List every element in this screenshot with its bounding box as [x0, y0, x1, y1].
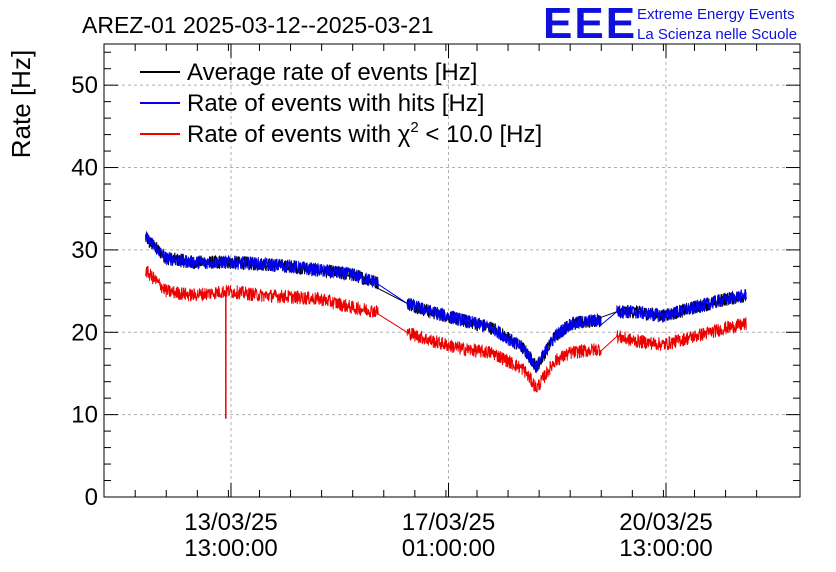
axis-ticks: [104, 44, 800, 498]
y-axis-label: Rate [Hz]: [6, 50, 36, 158]
x-tick-labels: 13/03/2513:00:0017/03/2501:00:0020/03/25…: [184, 509, 712, 562]
data-layer: [145, 231, 747, 419]
gridlines: [104, 44, 800, 497]
x-tick-label-time: 13:00:00: [184, 535, 277, 562]
y-tick-label: 50: [71, 72, 98, 99]
x-tick-label-date: 20/03/25: [619, 509, 712, 536]
y-tick-label: 30: [71, 237, 98, 264]
y-tick-label: 0: [85, 484, 98, 511]
x-tick-label-date: 17/03/25: [402, 509, 495, 536]
x-tick-label-time: 01:00:00: [402, 535, 495, 562]
chart-title: AREZ-01 2025-03-12--2025-03-21: [82, 12, 434, 38]
logo-line-1: Extreme Energy Events: [637, 6, 795, 23]
y-tick-label: 10: [71, 402, 98, 429]
series-line-3: [145, 265, 747, 393]
legend-label-3: Rate of events with χ2 < 10.0 [Hz]: [187, 119, 542, 148]
legend-label-1: Average rate of events [Hz]: [187, 59, 477, 86]
x-tick-label-date: 13/03/25: [184, 509, 277, 536]
plot-frame: [103, 43, 801, 498]
series-line-2: [145, 232, 747, 374]
legend-label-2: Rate of events with hits [Hz]: [187, 90, 484, 117]
x-tick-label-time: 13:00:00: [619, 535, 712, 562]
y-tick-labels: 0 10 20 30 40 50: [71, 72, 98, 511]
logo-mark: EEE: [543, 0, 637, 48]
y-tick-label: 20: [71, 319, 98, 346]
legend: Average rate of events [Hz] Rate of event…: [140, 59, 542, 148]
logo-line-2: La Scienza nelle Scuole: [637, 26, 797, 43]
eee-logo: EEE Extreme Energy Events La Scienza nelle…: [543, 0, 797, 48]
y-tick-label: 40: [71, 155, 98, 182]
